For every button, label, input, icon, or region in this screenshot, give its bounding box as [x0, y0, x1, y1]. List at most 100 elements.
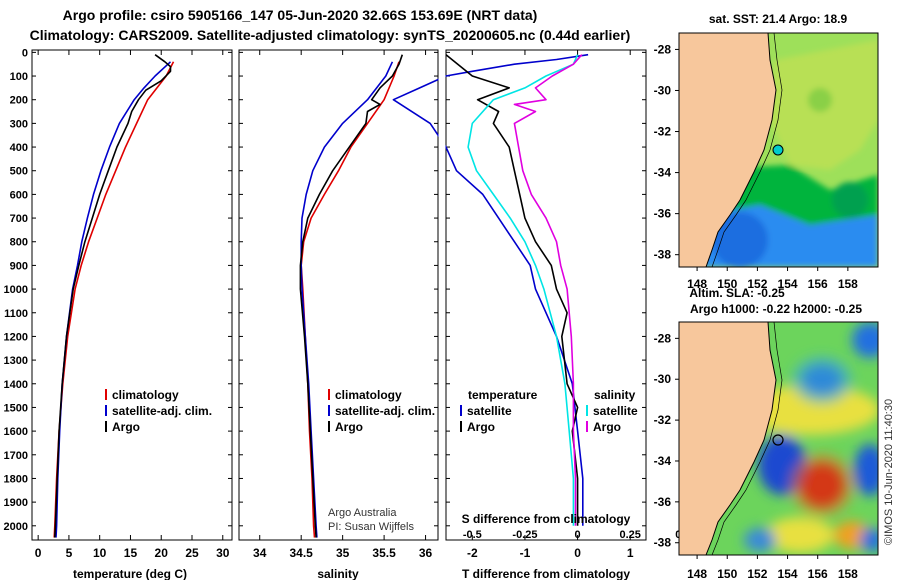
map-lat-label: -36 [654, 495, 672, 509]
sla-low-east [854, 444, 878, 496]
depth-tick-label: 200 [10, 95, 28, 107]
panel-gap [438, 50, 446, 540]
x-tick-label: 34.5 [290, 546, 314, 560]
depth-tick-label: 500 [10, 166, 28, 178]
sst-shelf-contour [711, 33, 783, 267]
map-lon-label: 156 [808, 277, 828, 291]
depth-tick-label: 400 [10, 142, 28, 154]
legend-label-climatology: climatology [335, 388, 402, 402]
series-line-salinity-satellite [467, 54, 579, 526]
sla-land [679, 322, 776, 555]
sla-low-northeast [852, 322, 878, 358]
salinity-panel-frame [238, 49, 439, 541]
map-lon-label: 152 [747, 567, 767, 580]
map-lon-label: 158 [838, 567, 858, 580]
legend-label-argo: Argo [335, 420, 363, 434]
legend-label-temp-satellite: satellite [467, 404, 512, 418]
map-lon-label: 152 [747, 277, 767, 291]
temperature-xlabel: temperature (deg C) [73, 567, 187, 580]
depth-tick-label: 600 [10, 189, 28, 201]
x-tick-label: -2 [467, 546, 478, 560]
x-tick-label: 1 [627, 546, 634, 560]
sla-map-subtitle: Argo h1000: -0.22 h2000: -0.25 [690, 302, 862, 316]
map-ticks: 148 150 152 154 156 158 -28 -30 -32 -34 -36 -38 148 1… [654, 42, 859, 580]
x-tick-label: 0 [35, 546, 42, 560]
depth-tick-label: 1900 [4, 497, 28, 509]
sla-field [740, 322, 878, 553]
depth-tick-label: 2000 [4, 521, 28, 533]
map-lat-label: -32 [654, 125, 672, 139]
depth-tick-label: 1000 [4, 284, 28, 296]
depth-tick-label: 1600 [4, 426, 28, 438]
sst-coastline [705, 33, 777, 267]
x-tick-label: 30 [216, 546, 230, 560]
sla-low-south [744, 528, 776, 552]
map-lon-label: 158 [838, 277, 858, 291]
depth-tick-label: 300 [10, 118, 28, 130]
depth-tick-label: 900 [10, 260, 28, 272]
legend-label-sal-satellite: satellite [593, 404, 638, 418]
sla-map-title: Altim. SLA: -0.25 [689, 286, 785, 300]
pi-text: PI: Susan Wijffels [328, 521, 414, 533]
sst-cool-eddy [832, 182, 868, 218]
legend-label-argo: Argo [112, 420, 140, 434]
salinity-legend: climatology satellite-adj. clim. Argo [328, 388, 435, 434]
sla-shelf-contour [711, 322, 783, 555]
s-diff-tick-label: 0 [575, 529, 581, 541]
depth-tick-label: 100 [10, 71, 28, 83]
series-line-temperature-argo [445, 54, 579, 526]
panel-gap [232, 50, 239, 540]
title-line-2: Climatology: CARS2009. Satellite-adjuste… [30, 27, 631, 43]
x-tick-label: 10 [93, 546, 107, 560]
depth-tick-label: 1100 [4, 308, 28, 320]
sst-map-frame [678, 32, 879, 268]
title-line-1: Argo profile: csiro 5905166_147 05-Jun-2… [63, 7, 538, 23]
sst-map [679, 33, 878, 267]
sla-high-ring [790, 453, 854, 517]
difference-legend: temperature satellite Argo salinity sate… [460, 388, 638, 434]
map-lat-label: -38 [654, 248, 672, 262]
legend-label-satellite-adj: satellite-adj. clim. [112, 404, 212, 418]
x-tick-label: 0 [574, 546, 581, 560]
s-diff-tick-label: -0.25 [512, 529, 537, 541]
map-lat-label: -28 [654, 42, 672, 56]
s-diff-tick-label: 0.25 [619, 529, 640, 541]
map-lat-label: -38 [654, 536, 672, 550]
x-tick-label: 15 [124, 546, 138, 560]
map-lon-label: 154 [778, 567, 798, 580]
depth-tick-label: 1300 [4, 355, 28, 367]
x-tick-label: 5 [66, 546, 73, 560]
sst-argo-marker [772, 144, 784, 156]
temperature-legend: climatology satellite-adj. clim. Argo [105, 388, 212, 434]
sla-argo-marker [772, 434, 784, 446]
legend-label-climatology: climatology [112, 388, 179, 402]
depth-tick-label: 1200 [4, 331, 28, 343]
x-tick-label: -1 [520, 546, 531, 560]
map-lon-label: 154 [778, 277, 798, 291]
x-tick-label: 35 [336, 546, 350, 560]
legend-label-temp-argo: Argo [467, 420, 495, 434]
credit-text: Argo Australia [328, 507, 397, 519]
legend-heading-temperature: temperature [468, 388, 538, 402]
x-tick-label: 36 [419, 546, 433, 560]
map-lat-label: -30 [654, 83, 672, 97]
map-lon-label: 148 [687, 567, 707, 580]
sla-low-southeast [860, 528, 878, 552]
x-tick-label: 34 [253, 546, 267, 560]
series-layer [53, 50, 589, 540]
sla-map [679, 322, 878, 555]
map-lon-label: 150 [717, 567, 737, 580]
x-tick-label: 35.5 [372, 546, 396, 560]
map-lat-label: -32 [654, 413, 672, 427]
x-tick-label: 20 [155, 546, 169, 560]
map-lat-label: -34 [654, 454, 672, 468]
sst-cool-eddy-2 [808, 88, 832, 112]
x-tick-label: 25 [185, 546, 199, 560]
map-lat-label: -34 [654, 166, 672, 180]
map-lon-label: 148 [687, 277, 707, 291]
sla-map-frame [678, 321, 879, 556]
legend-heading-salinity: salinity [594, 388, 636, 402]
salinity-xlabel: salinity [317, 567, 359, 580]
depth-tick-label: 1500 [4, 402, 28, 414]
